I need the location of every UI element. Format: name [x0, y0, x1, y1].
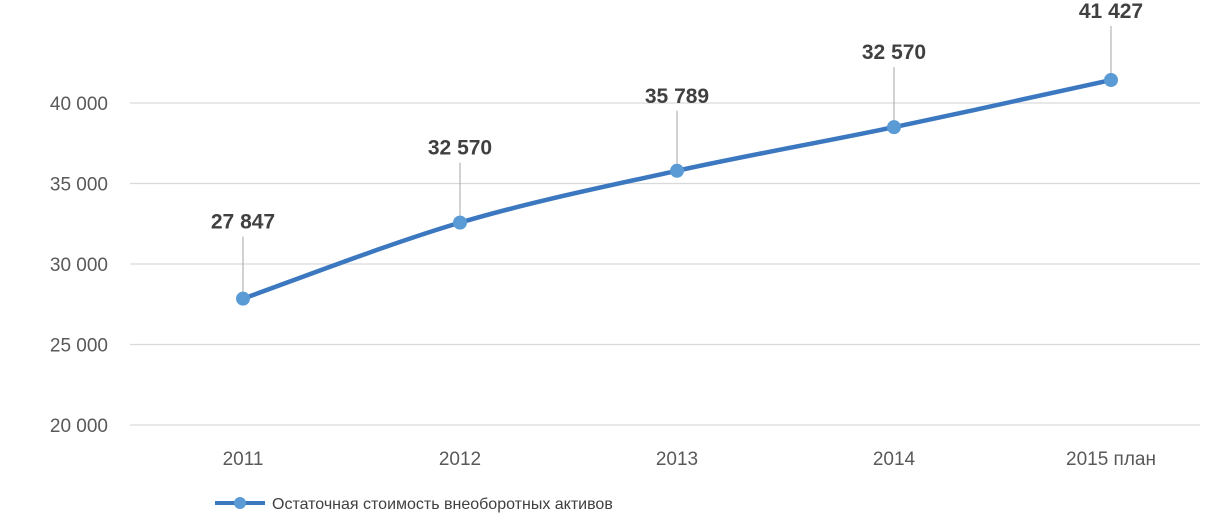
legend: Остаточная стоимость внеоборотных активо… [215, 496, 613, 513]
data-label: 32 570 [862, 41, 926, 64]
series-markers [236, 73, 1118, 306]
data-labels: 27 847 32 570 35 789 32 570 41 427 [211, 0, 1143, 234]
x-tick-label: 2013 [656, 449, 698, 470]
gridlines [130, 102, 1200, 426]
data-point-marker [453, 215, 467, 230]
data-label: 41 427 [1079, 0, 1143, 23]
y-tick-label: 40 000 [50, 94, 108, 115]
legend-entry-label: Остаточная стоимость внеоборотных активо… [272, 496, 613, 513]
x-axis-tick-labels: 2011 2012 2013 2014 2015 план [223, 449, 1156, 470]
data-point-marker [887, 120, 901, 135]
data-label: 27 847 [211, 211, 275, 234]
legend-marker-swatch [234, 497, 246, 509]
y-tick-label: 35 000 [50, 175, 108, 196]
x-tick-label: 2015 план [1066, 449, 1156, 470]
data-point-marker [670, 163, 684, 178]
data-label-leader-lines [242, 26, 1112, 299]
x-tick-label: 2014 [873, 449, 916, 470]
y-tick-label: 25 000 [50, 336, 108, 357]
x-tick-label: 2012 [439, 449, 481, 470]
x-tick-label: 2011 [223, 449, 264, 470]
y-tick-label: 30 000 [50, 255, 108, 276]
data-label: 35 789 [645, 85, 709, 108]
data-point-marker [1104, 73, 1118, 88]
y-axis-tick-labels: 20 000 25 000 30 000 35 000 40 000 [50, 94, 108, 437]
y-tick-label: 20 000 [50, 416, 108, 437]
data-point-marker [236, 291, 250, 306]
data-label: 32 570 [428, 137, 492, 160]
